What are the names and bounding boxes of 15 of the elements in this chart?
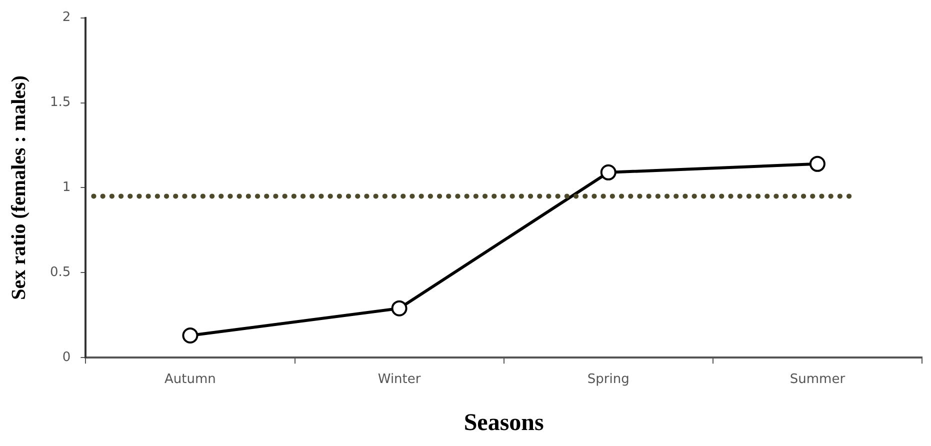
point [600, 164, 616, 180]
x-tick-label: Summer [790, 372, 846, 387]
point [391, 300, 408, 316]
y-tick-label: 0 [62, 350, 71, 365]
y-tick-label: 1.5 [50, 95, 71, 110]
point [809, 156, 826, 172]
y-tick-label: 2 [62, 10, 71, 26]
y-axis-title: Sex ratio (females : males) [8, 76, 30, 300]
point [182, 328, 198, 344]
x-tick-label: Winter [378, 372, 422, 387]
y-tick-label: 1 [62, 180, 71, 196]
y-tick-label: 0.5 [50, 265, 71, 280]
x-tick-label: Autumn [164, 372, 216, 387]
x-tick-label: Spring [587, 372, 630, 387]
x-axis-title: Seasons [464, 410, 544, 436]
